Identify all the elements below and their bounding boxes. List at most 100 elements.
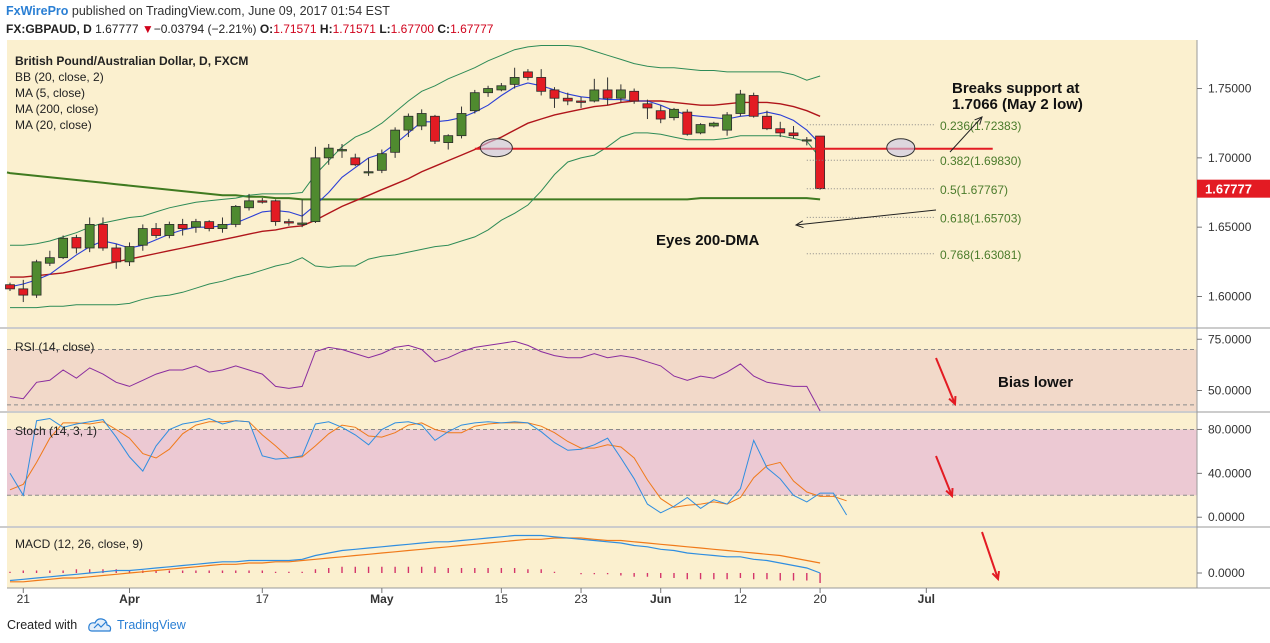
fib-level-label: 0.768(1.63081): [940, 248, 1021, 262]
macd-legend[interactable]: MACD (12, 26, close, 9): [15, 537, 143, 551]
stoch-k-line: [9, 417, 848, 516]
time-axis-label: 17: [256, 592, 270, 606]
candle: [748, 95, 759, 117]
time-axis-label: 12: [734, 592, 748, 606]
bb-legend[interactable]: BB (20, close, 2): [15, 70, 104, 84]
price-change: −0.03794 (−2.21%): [153, 22, 257, 36]
candle: [695, 124, 706, 134]
candle: [430, 115, 440, 142]
candle: [297, 222, 308, 225]
symbol-label[interactable]: FX:GBPAUD, D: [6, 22, 92, 36]
candle: [655, 110, 666, 120]
high-label: H:: [319, 22, 333, 36]
support-touch-marker: [479, 138, 513, 158]
annotations: Breaks support at 1.7066 (May 2 low) Eye…: [656, 80, 1083, 391]
support-touch-marker: [886, 138, 916, 158]
dma-target-arrow-head: [794, 220, 804, 229]
rsi-down-arrow-head: [948, 395, 957, 407]
candle: [323, 147, 334, 159]
candle: [509, 77, 520, 85]
tradingview-link[interactable]: TradingView: [117, 618, 186, 632]
time-axis-label: Jun: [650, 592, 671, 606]
tradingview-cloud-icon[interactable]: [88, 616, 112, 634]
macd-axis-label: 0.0000: [1208, 566, 1245, 580]
candle: [669, 108, 679, 119]
ma200-legend[interactable]: MA (200, close): [15, 102, 98, 116]
candle: [151, 228, 161, 236]
last-price: 1.67777: [95, 22, 139, 36]
candle: [310, 157, 321, 223]
candle: [775, 128, 786, 134]
open-value: 1.71571: [273, 22, 317, 36]
candle: [98, 224, 108, 249]
candle: [137, 228, 148, 246]
candle: [31, 261, 42, 296]
candle: [549, 89, 560, 99]
published-text: published on TradingView.com, June 09, 2…: [71, 4, 390, 18]
candle: [815, 135, 825, 190]
rsi-axis-label: 75.0000: [1208, 332, 1252, 346]
candle: [217, 224, 228, 229]
stoch-d-line: [9, 420, 847, 508]
ma20-legend[interactable]: MA (20, close): [15, 118, 92, 132]
chart-canvas[interactable]: 1.75000 1.70000 1.65000 1.60000 0.236(1.7238…: [0, 40, 1270, 606]
candle: [376, 153, 387, 171]
candle: [536, 77, 547, 92]
breakout-arrow: [949, 116, 983, 153]
low-value: 1.67700: [390, 22, 435, 36]
open-label: O:: [259, 22, 274, 36]
candle: [762, 115, 772, 130]
candle: [270, 200, 281, 223]
candle: [18, 288, 29, 296]
fib-level-label: 0.382(1.69830): [940, 154, 1021, 168]
stoch-band: [7, 429, 1197, 496]
ma20-line: [10, 100, 821, 278]
dma-target-arrow: [795, 209, 937, 226]
brand-name[interactable]: FxWirePro: [6, 4, 69, 18]
time-axis-label: May: [370, 592, 394, 606]
fib-level-label: 0.618(1.65703): [940, 211, 1021, 225]
breakout-arrow-head: [974, 116, 983, 125]
candle: [177, 224, 188, 229]
time-axis-label: 15: [495, 592, 509, 606]
last-price-badge: [1197, 179, 1270, 198]
candle: [788, 132, 799, 137]
rsi-line: [9, 340, 821, 412]
close-label: C:: [437, 22, 451, 36]
candle: [337, 149, 347, 152]
time-axis-label: 21: [17, 592, 31, 606]
candle: [801, 139, 812, 142]
rsi-axis-label: 50.0000: [1208, 384, 1252, 398]
ma5-legend[interactable]: MA (5, close): [15, 86, 85, 100]
candle: [58, 237, 69, 259]
candle: [456, 113, 467, 137]
rsi-down-arrow: [935, 357, 956, 405]
candle: [722, 114, 733, 131]
candle: [496, 85, 507, 91]
candle: [576, 100, 586, 103]
candle: [71, 237, 82, 249]
candle: [5, 284, 15, 290]
stoch-down-arrow-head: [945, 487, 954, 499]
candle: [164, 224, 175, 236]
macd-down-arrow: [981, 531, 999, 580]
candle: [682, 111, 693, 135]
stoch-axis-label: 0.0000: [1208, 510, 1245, 524]
time-axis-label: 23: [574, 592, 588, 606]
price-panel-bg: [7, 40, 1197, 327]
stoch-axis-label: 80.0000: [1208, 422, 1252, 436]
price-legend-title[interactable]: British Pound/Australian Dollar, D, FXCM: [15, 54, 248, 68]
header-bar: FxWirePro published on TradingView.com, …: [0, 0, 1270, 40]
low-label: L:: [379, 22, 391, 36]
candle: [350, 157, 361, 166]
rsi-band: [7, 349, 1197, 411]
candle: [443, 135, 454, 143]
rsi-legend[interactable]: RSI (14, close): [15, 340, 94, 354]
quote-line: FX:GBPAUD, D 1.67777 ▼−0.03794 (−2.21%) …: [6, 22, 493, 36]
candle: [523, 71, 533, 78]
candle: [483, 88, 493, 94]
price-axis-label: 1.65000: [1208, 220, 1252, 234]
stoch-legend[interactable]: Stoch (14, 3, 1): [15, 424, 97, 438]
bb-upper-line: [10, 45, 821, 246]
